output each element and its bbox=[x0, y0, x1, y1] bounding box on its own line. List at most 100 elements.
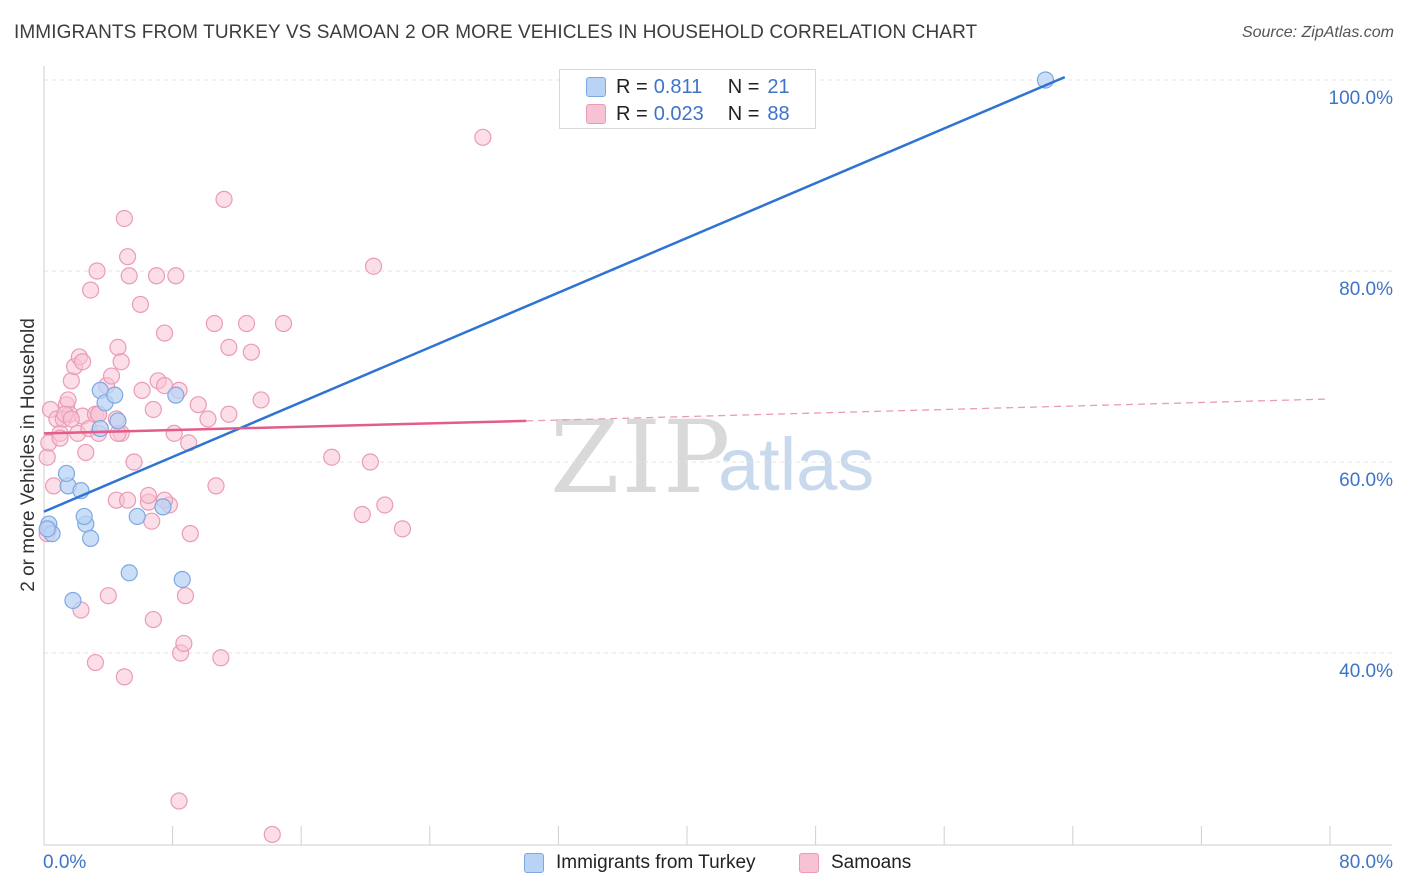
samoa-point bbox=[155, 377, 174, 395]
samoa-point bbox=[112, 353, 130, 371]
samoa-point bbox=[147, 267, 166, 285]
samoa-point bbox=[131, 295, 150, 314]
samoa-point bbox=[175, 634, 193, 653]
samoa-point bbox=[176, 587, 195, 605]
samoa-point bbox=[207, 477, 225, 495]
y-tick-label: 40.0% bbox=[1339, 661, 1393, 682]
legend-item-turkey[interactable]: Immigrants from Turkey bbox=[524, 852, 756, 874]
samoa-point bbox=[474, 128, 492, 146]
turkey-point bbox=[75, 507, 93, 526]
samoa-point bbox=[237, 314, 256, 333]
series-legend: Immigrants from Turkey Samoans bbox=[0, 852, 1406, 878]
samoa-point bbox=[144, 400, 162, 419]
legend-item-samoa[interactable]: Samoans bbox=[799, 852, 911, 874]
samoa-point bbox=[73, 353, 92, 371]
watermark-zip: ZIP bbox=[550, 399, 732, 516]
trendlines bbox=[43, 75, 1331, 513]
samoa-n-value: 88 bbox=[767, 102, 790, 125]
turkey-r-value: 0.811 bbox=[653, 75, 703, 98]
samoa-point bbox=[242, 343, 260, 361]
samoa-point bbox=[205, 314, 223, 333]
samoa-point bbox=[38, 448, 56, 466]
correlation-legend: R = 0.811 N = 21 R = 0.023 N = 88 bbox=[559, 69, 816, 129]
samoa-r-value: 0.023 bbox=[653, 102, 704, 125]
samoa-point bbox=[115, 209, 133, 228]
samoa-point bbox=[155, 324, 174, 342]
samoa-point bbox=[181, 525, 199, 543]
samoa-point bbox=[88, 262, 106, 280]
watermark-atlas: atlas bbox=[718, 423, 874, 506]
chart-title: IMMIGRANTS FROM TURKEY VS SAMOAN 2 OR MO… bbox=[14, 22, 978, 43]
samoa-point bbox=[364, 257, 383, 275]
turkey-swatch bbox=[586, 77, 606, 97]
samoa-point bbox=[361, 453, 379, 471]
turkey-legend-label: Immigrants from Turkey bbox=[556, 852, 756, 873]
x-axis-max-label: 80.0% bbox=[1339, 852, 1393, 873]
samoa-point bbox=[45, 477, 63, 495]
samoa-point bbox=[102, 367, 121, 385]
samoa-point bbox=[376, 496, 394, 514]
turkey-point bbox=[57, 464, 76, 483]
samoa-point bbox=[86, 653, 105, 672]
turkey-point bbox=[82, 529, 100, 548]
samoa-point bbox=[139, 486, 158, 505]
turkey-point bbox=[109, 412, 127, 430]
samoa-point bbox=[125, 453, 143, 471]
samoa-legend-label: Samoans bbox=[831, 852, 912, 873]
samoa-point bbox=[189, 396, 207, 414]
turkey-point bbox=[91, 419, 109, 438]
turkey-n-label: N = bbox=[727, 75, 760, 98]
turkey-legend-swatch bbox=[524, 853, 544, 873]
source-credit: Source: ZipAtlas.com bbox=[1241, 24, 1394, 41]
turkey-r-label: R = bbox=[616, 75, 648, 98]
samoa-point bbox=[133, 381, 151, 399]
samoa-legend-swatch bbox=[799, 853, 819, 873]
y-tick-label: 100.0% bbox=[1329, 88, 1394, 109]
turkey-n-value: 21 bbox=[767, 75, 790, 98]
x-axis-min-label: 0.0% bbox=[43, 852, 87, 873]
turkey-point bbox=[128, 507, 146, 526]
legend-row-samoa: R = 0.023 N = 88 bbox=[586, 101, 790, 127]
turkey-point bbox=[64, 591, 82, 610]
turkey-point bbox=[173, 570, 191, 589]
samoa-n-label: N = bbox=[727, 102, 760, 125]
turkey-trendline bbox=[43, 75, 1066, 513]
samoa-point bbox=[59, 391, 77, 409]
samoa-point bbox=[77, 443, 95, 462]
samoa-point bbox=[62, 410, 80, 428]
samoa-point bbox=[323, 448, 341, 466]
samoa-point bbox=[252, 391, 270, 409]
samoa-point bbox=[220, 338, 238, 356]
samoa-point bbox=[393, 520, 412, 538]
samoa-trendline-extension bbox=[526, 398, 1331, 422]
samoa-point bbox=[263, 825, 281, 844]
turkey-point bbox=[154, 498, 172, 516]
samoa-trendline bbox=[43, 419, 527, 435]
samoa-point bbox=[353, 505, 371, 524]
turkey-point bbox=[106, 386, 124, 404]
samoa-point bbox=[115, 668, 133, 686]
samoa-point bbox=[165, 424, 183, 442]
samoa-point bbox=[274, 314, 293, 333]
samoa-swatch bbox=[586, 104, 606, 124]
turkey-point bbox=[167, 386, 185, 404]
samoa-point bbox=[143, 512, 161, 530]
samoa-point bbox=[215, 190, 233, 208]
samoa-point bbox=[118, 248, 137, 266]
samoa-point bbox=[62, 372, 80, 390]
turkey-point bbox=[38, 520, 56, 538]
samoa-point bbox=[220, 405, 238, 423]
gridlines bbox=[44, 79, 1392, 654]
y-tick-label: 60.0% bbox=[1339, 470, 1393, 491]
samoa-point bbox=[99, 587, 117, 605]
y-tick-label: 80.0% bbox=[1339, 279, 1393, 300]
samoa-point bbox=[199, 410, 217, 428]
samoa-point bbox=[167, 267, 185, 285]
samoa-point bbox=[170, 792, 188, 810]
legend-row-turkey: R = 0.811 N = 21 bbox=[586, 74, 790, 100]
samoa-point bbox=[109, 338, 127, 356]
watermark: ZIP atlas bbox=[550, 399, 874, 516]
samoa-point bbox=[144, 610, 162, 629]
turkey-point bbox=[120, 564, 138, 582]
